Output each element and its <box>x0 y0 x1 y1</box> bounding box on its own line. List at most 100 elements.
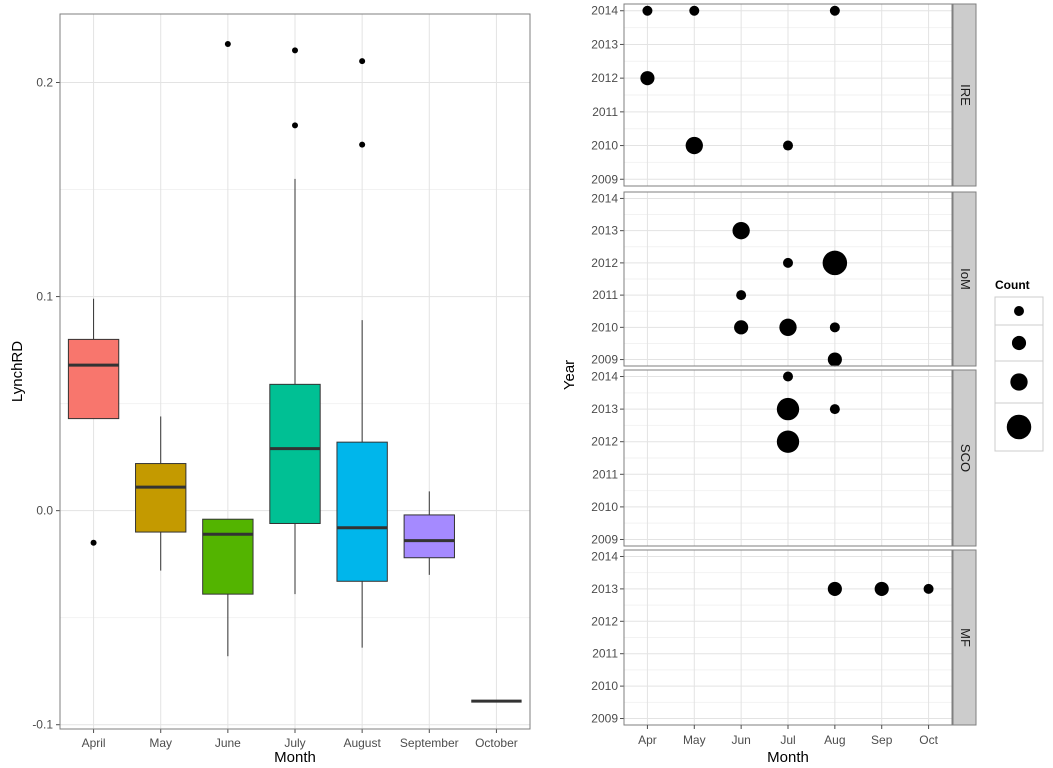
box-september <box>403 514 455 559</box>
y-axis-title: Year <box>561 360 578 390</box>
y-tick-label: 2014 <box>591 4 618 18</box>
outlier-point <box>292 47 298 54</box>
y-tick-label: -0.1 <box>32 718 53 732</box>
x-tick-label: July <box>284 736 305 750</box>
x-tick-label: Aug <box>824 733 845 747</box>
x-tick-label: Apr <box>638 733 657 747</box>
legend-key <box>994 402 1044 452</box>
facet-strip <box>952 3 977 187</box>
facet-border <box>623 191 953 367</box>
facet-strip-label: IRE <box>958 84 973 106</box>
count-point <box>732 222 750 240</box>
boxplot-border <box>59 13 531 730</box>
outlier-point <box>292 122 298 129</box>
box-august <box>336 441 388 582</box>
x-tick-label: September <box>400 736 459 750</box>
y-tick-label: 2014 <box>591 370 618 384</box>
y-tick-label: 2012 <box>591 256 618 270</box>
y-tick-label: 2009 <box>591 353 618 367</box>
x-tick-label: October <box>475 736 518 750</box>
y-tick-label: 0.1 <box>36 290 53 304</box>
count-point <box>923 583 934 594</box>
count-point <box>779 318 797 336</box>
box-may <box>135 463 187 533</box>
count-point <box>827 581 842 596</box>
count-point <box>685 136 703 155</box>
legend-point <box>1010 373 1028 391</box>
count-point <box>874 581 889 596</box>
y-tick-label: 2013 <box>591 582 618 596</box>
count-point <box>829 404 840 415</box>
x-tick-label: June <box>215 736 241 750</box>
box-april <box>67 338 120 420</box>
count-point <box>776 430 800 453</box>
y-tick-label: 2010 <box>591 500 618 514</box>
facet-border <box>623 369 953 547</box>
count-point <box>783 371 793 382</box>
count-point <box>829 5 840 16</box>
y-tick-label: 2009 <box>591 532 618 546</box>
outlier-point <box>90 539 97 546</box>
count-point <box>736 290 747 301</box>
x-tick-label: May <box>149 736 172 750</box>
count-point <box>734 320 749 335</box>
y-tick-label: 2009 <box>591 172 618 186</box>
x-tick-label: Jun <box>731 733 750 747</box>
y-tick-label: 0.2 <box>36 76 53 90</box>
y-tick-label: 2012 <box>591 435 618 449</box>
y-tick-label: 2011 <box>592 467 618 481</box>
box-july <box>269 383 321 524</box>
y-tick-label: 2009 <box>591 712 618 726</box>
y-tick-label: 2014 <box>591 191 618 205</box>
count-point <box>822 250 848 276</box>
y-tick-label: 2013 <box>591 37 618 51</box>
outlier-point <box>359 58 366 65</box>
box-june <box>202 518 254 595</box>
x-tick-label: Sep <box>871 733 893 747</box>
facet-strip <box>952 549 977 726</box>
y-tick-label: 2012 <box>591 614 618 628</box>
facet-strip <box>952 369 977 547</box>
y-tick-label: 2013 <box>591 224 618 238</box>
legend-title: Count <box>995 278 1030 292</box>
y-tick-label: 2013 <box>591 402 618 416</box>
x-axis-title: Month <box>274 749 316 763</box>
count-point <box>776 397 800 421</box>
y-tick-label: 0.0 <box>36 504 53 518</box>
facet-strip-label: SCO <box>958 444 973 472</box>
facet-border <box>623 3 953 187</box>
x-tick-label: Oct <box>919 733 938 747</box>
x-tick-label: Jul <box>780 733 795 747</box>
y-axis-title: LynchRD <box>9 341 26 402</box>
x-tick-label: April <box>82 736 106 750</box>
count-point <box>689 5 700 16</box>
facet-strip-label: IoM <box>958 268 973 290</box>
y-tick-label: 2011 <box>592 288 618 302</box>
facet-strip <box>952 191 977 367</box>
y-tick-label: 2011 <box>592 647 618 661</box>
x-tick-label: August <box>343 736 381 750</box>
facet-strip-label: MF <box>958 628 973 647</box>
y-tick-label: 2010 <box>591 139 618 153</box>
legend-point <box>1006 414 1032 440</box>
count-point <box>827 352 842 367</box>
x-tick-label: May <box>683 733 706 747</box>
y-tick-label: 2011 <box>592 105 618 119</box>
count-point <box>783 140 793 151</box>
count-point <box>829 322 840 333</box>
legend-point <box>1011 335 1027 351</box>
count-point <box>640 71 655 86</box>
legend-point <box>1014 306 1024 316</box>
outlier-point <box>224 40 231 47</box>
count-point <box>642 5 653 16</box>
y-tick-label: 2010 <box>591 320 618 334</box>
y-tick-label: 2012 <box>591 71 618 85</box>
x-axis-title: Month <box>767 749 809 763</box>
y-tick-label: 2010 <box>591 679 618 693</box>
outlier-point <box>359 141 366 148</box>
count-point <box>783 257 793 268</box>
legend-key <box>994 360 1044 404</box>
y-tick-label: 2014 <box>591 549 618 563</box>
